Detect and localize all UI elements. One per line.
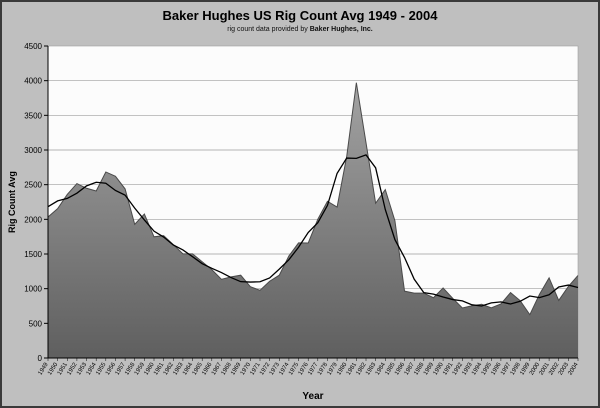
subtitle-source: Baker Hughes, Inc. — [309, 26, 373, 33]
rig-count-area-edge — [47, 82, 579, 316]
chart-title: Baker Hughes US Rig Count Avg 1949 - 200… — [162, 8, 438, 23]
y-tick-label: 3500 — [24, 111, 42, 120]
subtitle-prefix: rig count data provided by — [227, 26, 310, 33]
chart-subtitle: rig count data provided by Baker Hughes,… — [2, 26, 598, 33]
y-tick-label: 2000 — [24, 215, 42, 224]
x-axis-title: Year — [302, 391, 324, 402]
rig-count-area-series — [48, 82, 578, 358]
y-tick-label: 500 — [29, 319, 43, 328]
y-tick-label: 2500 — [24, 181, 42, 190]
y-tick-label: 0 — [38, 354, 43, 363]
x-tick-label: 2004 — [568, 361, 581, 376]
y-axis-title: Rig Count Avg — [7, 171, 17, 233]
y-tick-label: 3000 — [24, 146, 42, 155]
y-tick-label: 4500 — [24, 42, 42, 51]
y-tick-label: 1500 — [24, 250, 42, 259]
y-tick-label: 1000 — [24, 285, 42, 294]
y-tick-label: 4000 — [24, 77, 42, 86]
trend-line-series — [47, 154, 579, 307]
